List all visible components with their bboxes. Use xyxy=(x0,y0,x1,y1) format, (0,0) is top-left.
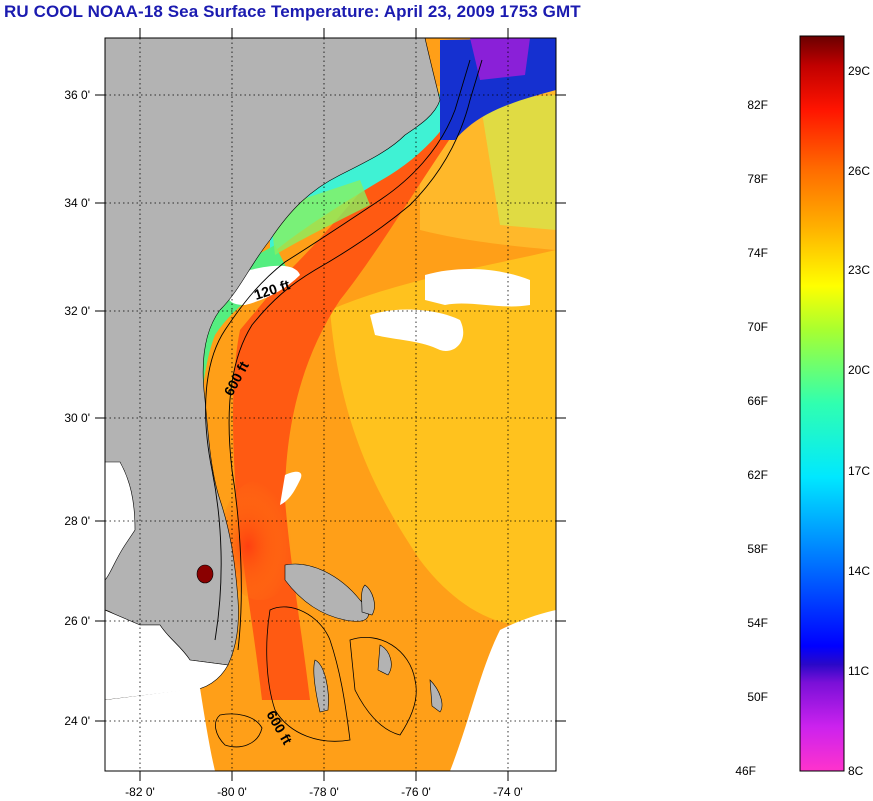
colorbar-c-label: 8C xyxy=(848,764,864,778)
colorbar-c-label: 11C xyxy=(848,664,870,678)
map-frame xyxy=(104,37,557,772)
lake-okeechobee xyxy=(196,564,214,584)
lat-label: 28 0' xyxy=(64,514,90,528)
lat-label: 32 0' xyxy=(64,304,90,318)
stream-core-hot xyxy=(220,480,300,600)
colorbar-f-label: 70F xyxy=(747,320,768,334)
colorbar-c-label: 29C xyxy=(848,64,871,78)
lat-label: 36 0' xyxy=(64,88,90,102)
cloud-streak xyxy=(280,471,302,505)
cloud-3 xyxy=(228,265,300,305)
cloud-1 xyxy=(425,268,530,307)
colorbar-f-label: 58F xyxy=(747,542,768,556)
colorbar-c-label: 17C xyxy=(848,464,871,478)
cloud-2 xyxy=(370,309,464,351)
shelf-green xyxy=(270,180,370,255)
cold-water-purple xyxy=(470,38,530,80)
contour-600ft xyxy=(228,59,483,651)
island-grand-bahama xyxy=(284,563,369,622)
lon-label: -76 0' xyxy=(401,785,431,799)
offshore-greenish xyxy=(480,95,556,230)
colorbar-f-label: 46F xyxy=(735,764,756,778)
lon-label: -82 0' xyxy=(125,785,155,799)
colorbar-f-label: 66F xyxy=(747,394,768,408)
lat-label: 24 0' xyxy=(64,714,90,728)
colorbar-c-label: 20C xyxy=(848,363,871,377)
map-ticks xyxy=(95,28,566,781)
lon-label: -74 0' xyxy=(493,785,523,799)
colorbar xyxy=(799,35,845,772)
cloud-se xyxy=(450,610,556,771)
lon-label: -78 0' xyxy=(309,785,339,799)
colorbar-c-label: 14C xyxy=(848,564,871,578)
lat-label: 34 0' xyxy=(64,196,90,210)
island-abaco xyxy=(361,584,375,616)
colorbar-c-label: 26C xyxy=(848,164,871,178)
colorbar-f-label: 50F xyxy=(747,690,768,704)
cay-sal-outline xyxy=(215,713,263,748)
colorbar-f-label: 54F xyxy=(747,616,768,630)
colorbar-f-label: 82F xyxy=(747,98,768,112)
island-eleuthera xyxy=(377,644,392,676)
lon-label: -80 0' xyxy=(217,785,247,799)
lat-label: 26 0' xyxy=(64,614,90,628)
colorbar-f-label: 62F xyxy=(747,468,768,482)
gulf-stream xyxy=(233,105,470,700)
colorbar-c-label: 23C xyxy=(848,263,871,277)
page-title: RU COOL NOAA-18 Sea Surface Temperature:… xyxy=(4,2,581,21)
offshore-yellow xyxy=(330,250,556,626)
contour-120ft xyxy=(205,59,471,641)
bank-outline-2 xyxy=(349,637,417,736)
lat-label: 30 0' xyxy=(64,411,90,425)
colorbar-f-label: 74F xyxy=(747,246,768,260)
great-bahama-bank-outline xyxy=(266,606,351,742)
island-andros xyxy=(313,659,329,713)
colorbar-f-label: 78F xyxy=(747,172,768,186)
island-cat xyxy=(429,679,443,713)
map-grid xyxy=(105,38,556,771)
gulf-south-no-data xyxy=(105,688,215,771)
